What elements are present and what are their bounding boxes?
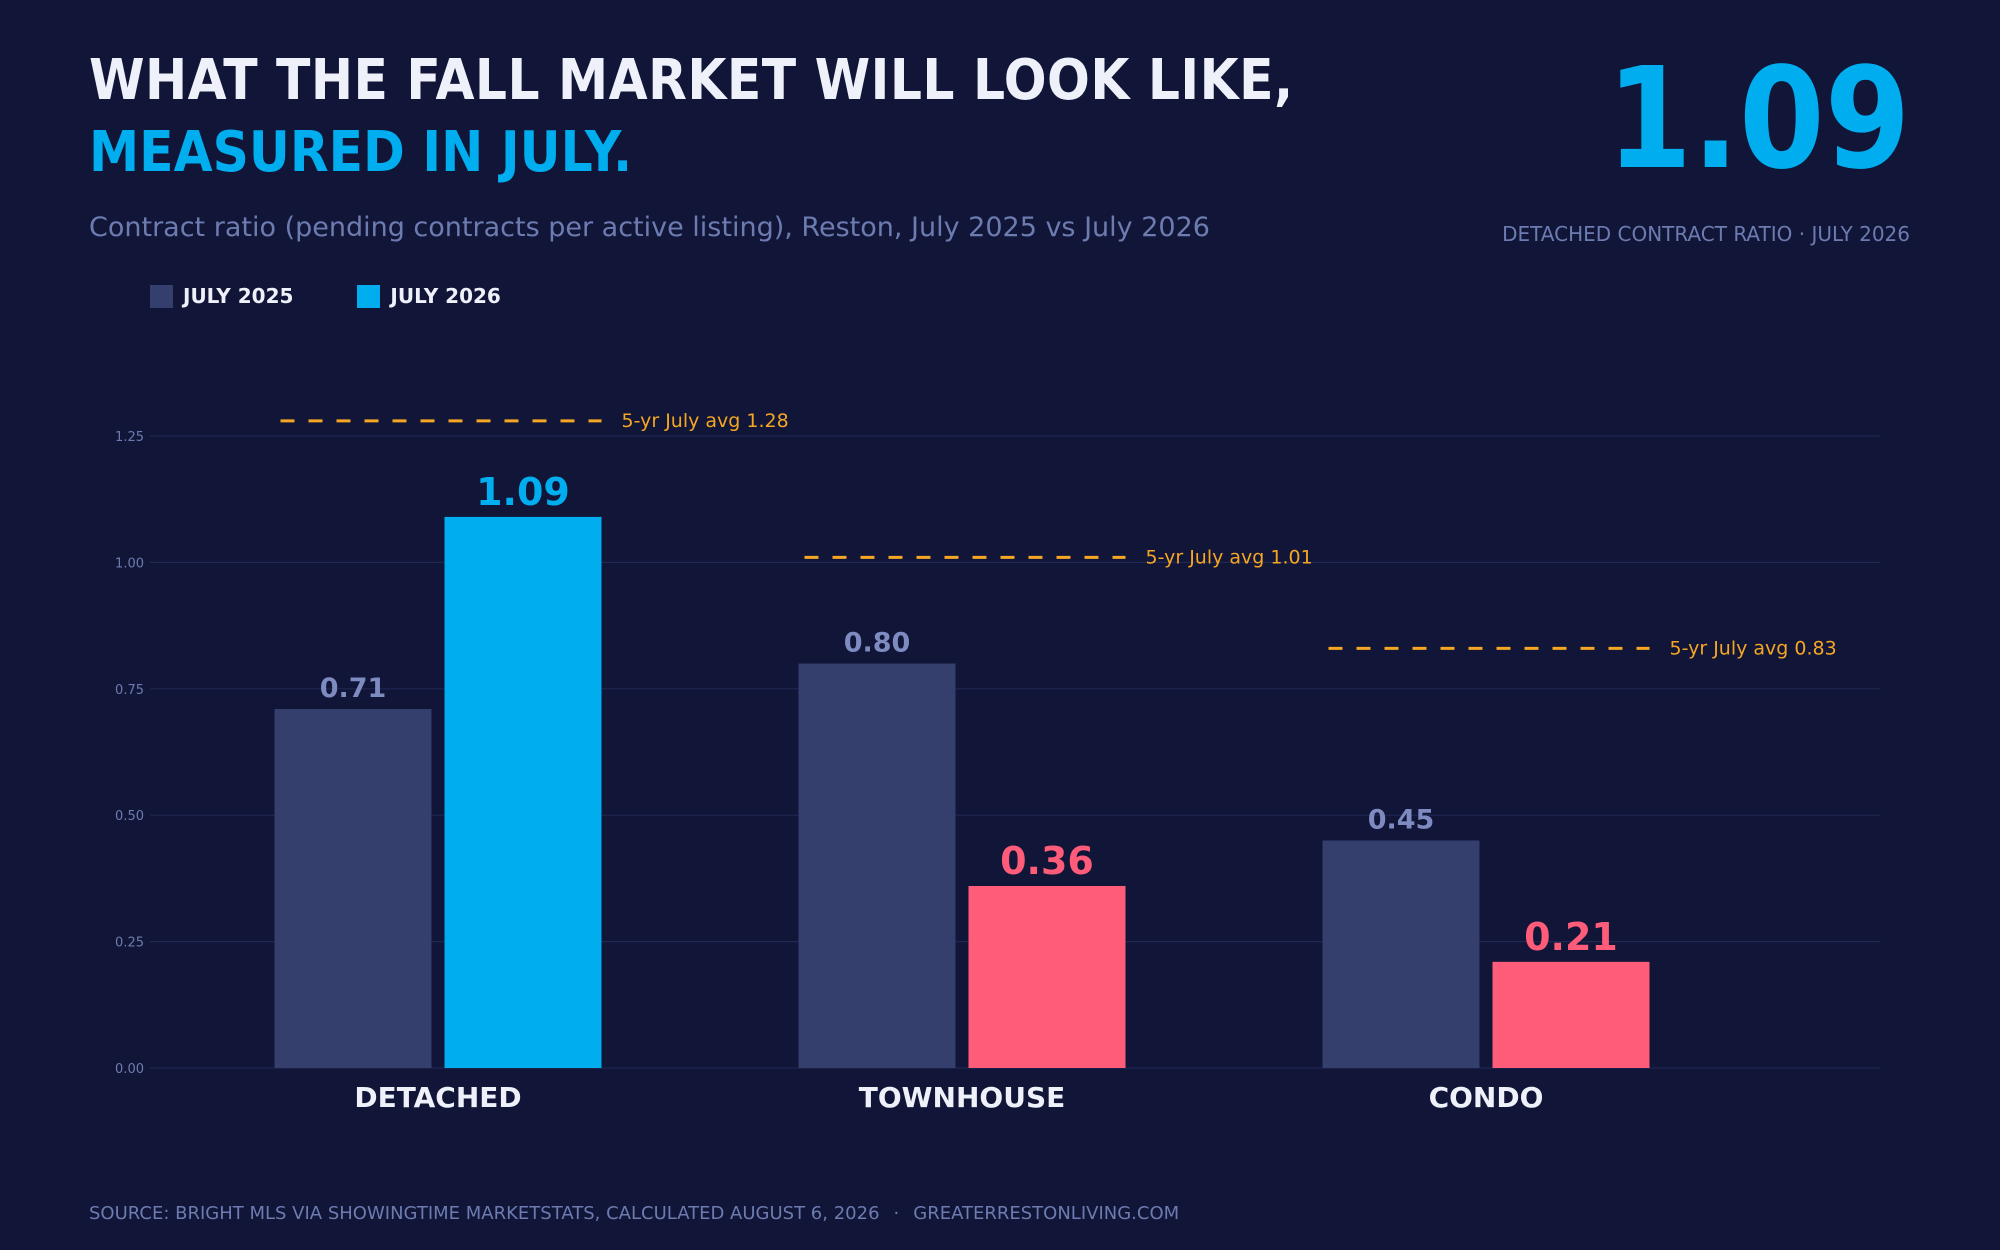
- site-link[interactable]: GREATERRESTONLIVING.COM: [913, 1203, 1180, 1224]
- legend-swatch-2025: [150, 284, 173, 308]
- x-category-label: TOWNHOUSE: [859, 1081, 1066, 1114]
- x-category-label: CONDO: [1429, 1081, 1544, 1114]
- legend-label-2026: JULY 2026: [390, 284, 501, 308]
- footer-source: SOURCE: BRIGHT MLS VIA SHOWINGTIME MARKE…: [89, 1203, 1179, 1224]
- legend-swatch-2026: [357, 284, 381, 308]
- data-label-2026: 0.36: [1000, 839, 1094, 883]
- data-label-2025: 0.45: [1368, 804, 1435, 835]
- bar-2025: [798, 663, 956, 1068]
- y-tick-label: 0.50: [115, 809, 144, 824]
- y-tick-label: 1.25: [115, 430, 144, 445]
- legend-label-2025: JULY 2025: [183, 284, 294, 308]
- chart-subtitle: Contract ratio (pending contracts per ac…: [89, 212, 1210, 243]
- y-tick-label: 0.75: [115, 683, 144, 698]
- data-label-2026: 1.09: [476, 470, 570, 514]
- legend-item-2025: JULY 2025: [150, 284, 293, 308]
- bar-2026: [968, 885, 1126, 1068]
- legend-item-2026: JULY 2026: [357, 284, 501, 308]
- chart-legend: JULY 2025 JULY 2026: [150, 284, 565, 308]
- y-tick-label: 0.00: [115, 1062, 144, 1077]
- bar-2026: [1492, 961, 1650, 1068]
- bar-2025: [274, 709, 432, 1068]
- page-title-highlight: MEASURED IN JULY.: [89, 120, 633, 185]
- y-tick-label: 1.00: [115, 556, 144, 571]
- x-category-label: DETACHED: [354, 1081, 521, 1114]
- average-reference-label: 5-yr July avg 1.01: [1146, 546, 1313, 568]
- bar-2025: [1322, 840, 1480, 1068]
- average-reference-label: 5-yr July avg 1.28: [622, 410, 789, 432]
- data-label-2025: 0.80: [844, 628, 911, 659]
- kpi-caption: DETACHED CONTRACT RATIO · JULY 2026: [1502, 222, 1910, 246]
- bar-chart: 0.00 0.25 0.50 0.75 1.00 1.25 0.71 1.09 5-yr Jul…: [115, 410, 1880, 1114]
- kpi-value: 1.09: [1606, 38, 1910, 201]
- average-reference-label: 5-yr July avg 0.83: [1670, 637, 1837, 659]
- source-text: SOURCE: BRIGHT MLS VIA SHOWINGTIME MARKE…: [89, 1203, 880, 1224]
- footer-separator: ·: [893, 1203, 900, 1224]
- bar-2026: [444, 516, 602, 1068]
- data-label-2025: 0.71: [320, 673, 387, 704]
- page-title: WHAT THE FALL MARKET WILL LOOK LIKE,: [89, 48, 1294, 113]
- y-tick-label: 0.25: [115, 936, 144, 951]
- data-label-2026: 0.21: [1524, 915, 1618, 959]
